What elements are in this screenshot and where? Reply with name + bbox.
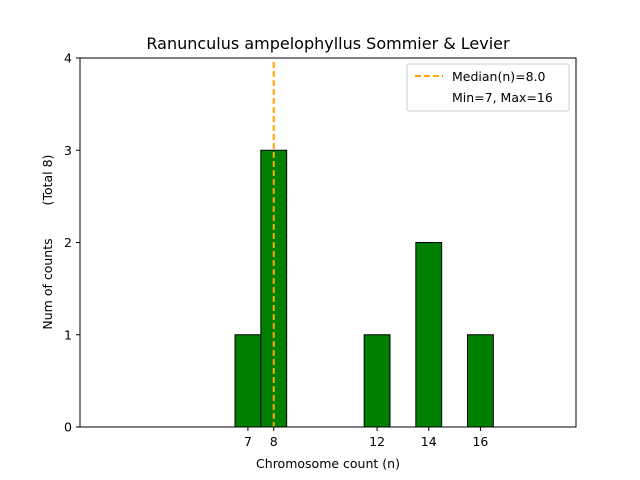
bar-14 — [415, 242, 443, 428]
x-axis-label: Chromosome count (n) — [256, 456, 400, 471]
bar-12 — [363, 334, 391, 428]
plot-frame — [79, 57, 577, 428]
y-tick-label: 3 — [64, 143, 72, 158]
y-axis-label: Num of counts — [40, 238, 55, 329]
legend: Median(n)=8.0 Min=7, Max=16 — [406, 63, 570, 112]
legend-entry-minmax: Min=7, Max=16 — [452, 90, 553, 105]
x-tick-label: 8 — [270, 434, 278, 449]
chart-title: Ranunculus ampelophyllus Sommier & Levie… — [146, 34, 510, 53]
bars-group — [234, 149, 494, 428]
x-axis-ticks: 7 8 12 14 16 — [244, 427, 488, 449]
legend-box — [406, 63, 570, 112]
bar-16 — [467, 334, 494, 428]
y-tick-label: 2 — [64, 235, 72, 250]
bar-7 — [234, 334, 262, 428]
y-axis-ticks: 0 1 2 3 4 — [64, 51, 80, 435]
legend-entry-median: Median(n)=8.0 — [452, 69, 546, 84]
y-tick-label: 4 — [64, 51, 72, 66]
x-tick-label: 7 — [244, 434, 252, 449]
y-tick-label: 0 — [64, 420, 72, 435]
x-tick-label: 14 — [421, 434, 437, 449]
x-tick-label: 16 — [472, 434, 488, 449]
y-tick-label: 1 — [64, 327, 72, 342]
y-axis-total-label: (Total 8) — [40, 155, 55, 206]
x-tick-label: 12 — [369, 434, 385, 449]
